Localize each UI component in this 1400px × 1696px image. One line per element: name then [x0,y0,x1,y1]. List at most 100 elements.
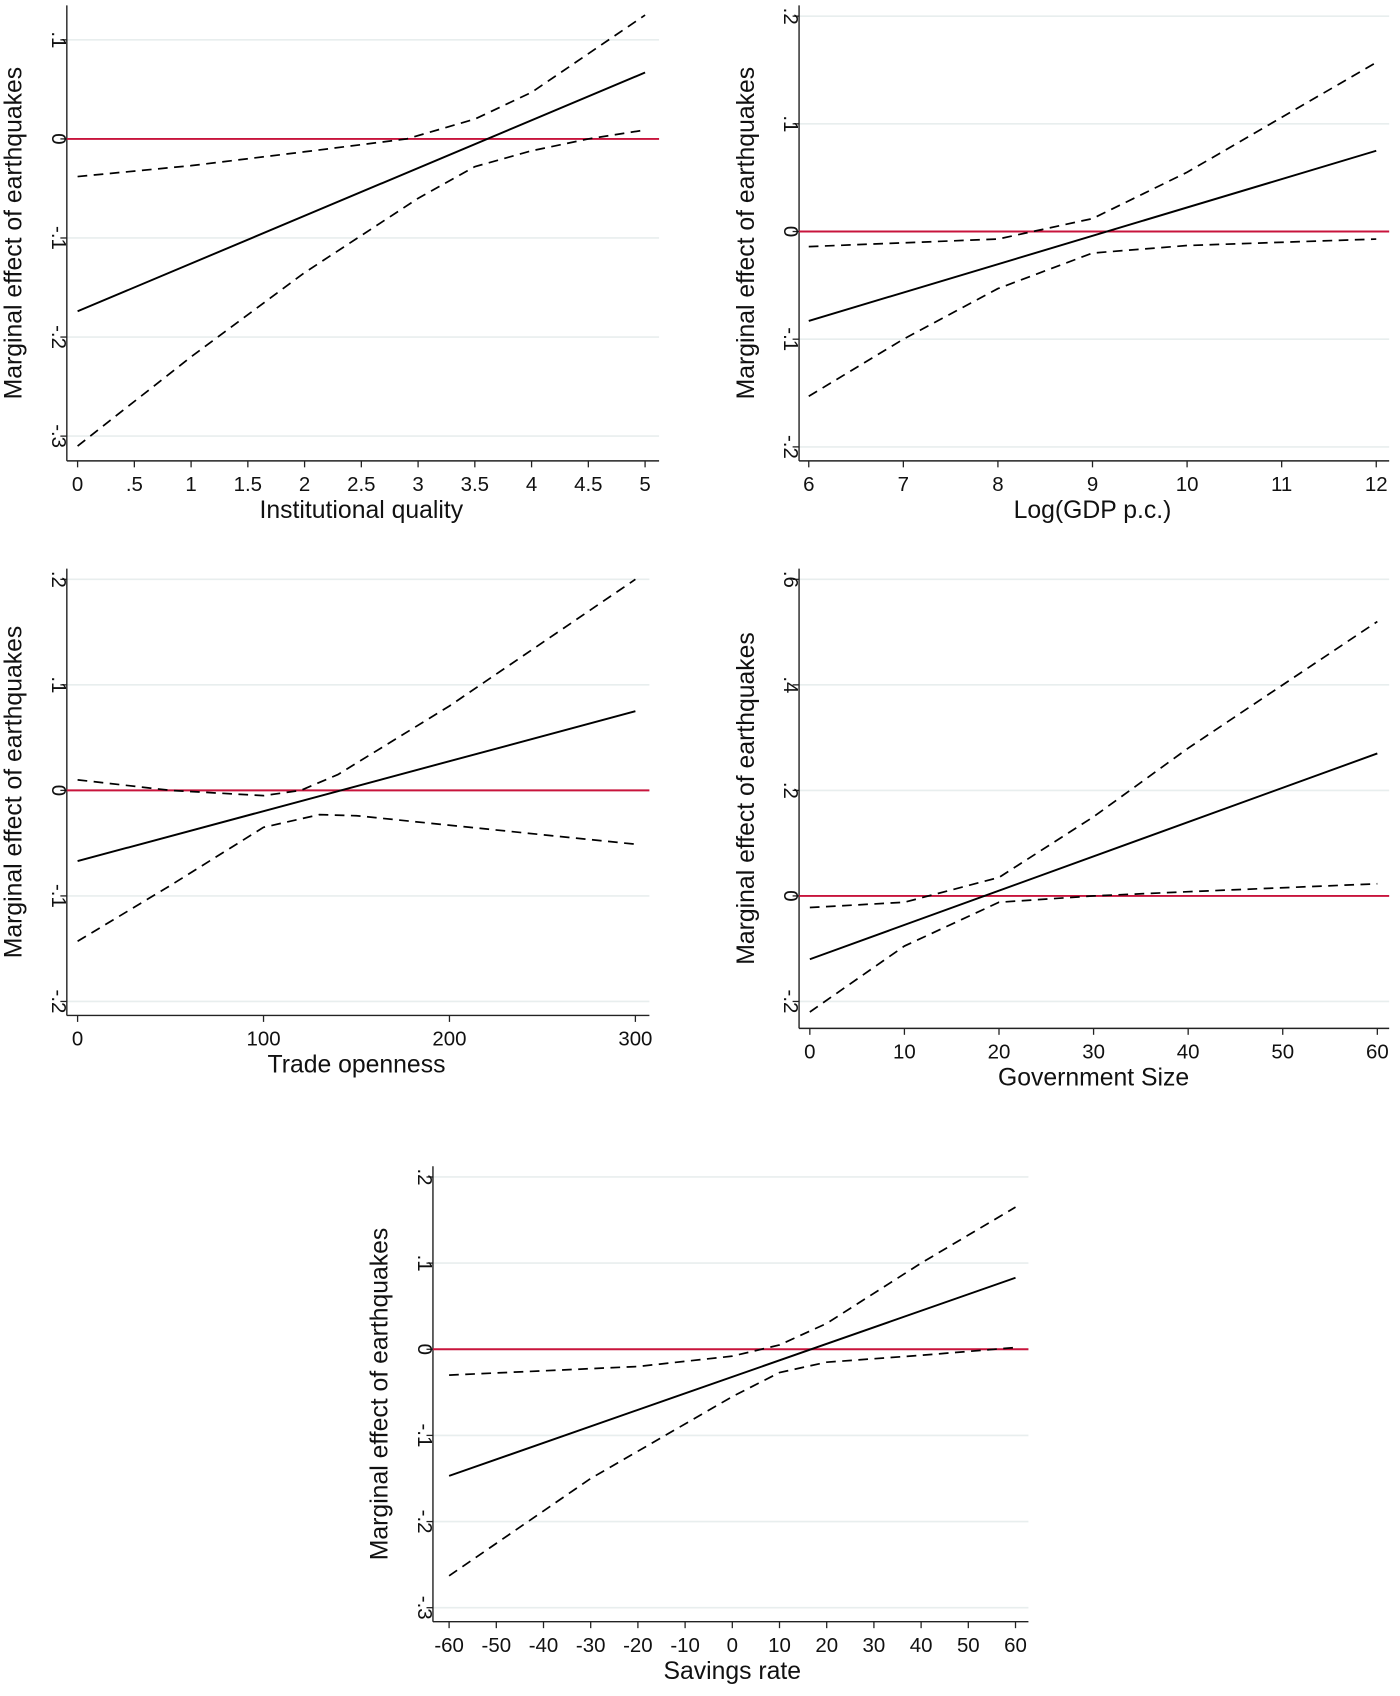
marginal-effect-line [808,149,1377,322]
x-tick-label: 100 [246,1028,280,1051]
y-tick-label: -.2 [47,325,70,349]
y-tick-label: .1 [779,115,802,132]
y-tick-label: -.1 [779,327,802,351]
y-tick-label: .2 [47,571,70,588]
x-tick-label: 9 [1087,473,1098,496]
lower-confidence-bound [808,238,1377,398]
upper-confidence-bound [77,578,636,797]
y-axis-label: Marginal effect of earthquakes [367,1228,394,1561]
y-tick-label: -.1 [47,884,70,908]
x-tick-label: 7 [898,473,909,496]
x-tick-label: 10 [768,1634,791,1657]
x-tick-label: 2 [299,473,310,496]
x-axis-label: Log(GDP p.c.) [1014,497,1172,524]
x-tick-label: 30 [1082,1041,1105,1064]
x-tick-label: 0 [727,1634,738,1657]
x-tick-label: 20 [815,1634,838,1657]
x-axis-label: Institutional quality [260,497,464,524]
x-tick-label: 2.5 [347,473,375,496]
x-tick-label: 200 [432,1028,466,1051]
x-tick-label: 50 [1271,1041,1294,1064]
x-tick-label: -30 [576,1634,606,1657]
x-tick-label: 10 [893,1041,916,1064]
x-axis-label: Trade openness [268,1052,446,1079]
x-tick-label: 60 [1004,1634,1027,1657]
y-tick-label: .2 [779,8,802,25]
x-tick-label: 40 [1177,1041,1200,1064]
y-tick-label: .1 [47,31,70,48]
y-tick-label: -.3 [413,1596,436,1620]
x-tick-label: -50 [482,1634,512,1657]
y-tick-label: -.2 [779,990,802,1014]
x-tick-label: 3 [412,473,423,496]
x-tick-label: -10 [670,1634,700,1657]
y-tick-label: .1 [413,1255,436,1272]
lower-confidence-bound [77,129,646,447]
y-axis-label: Marginal effect of earthquakes [1,67,28,400]
marginal-effect-line [809,752,1378,961]
y-tick-label: .4 [779,676,802,693]
panel-3: -.2 -.1 0 .1 .2 0 100 200 300 Trade openness Margi… [1,568,652,1079]
y-tick-label: -.3 [47,424,70,448]
x-tick-label: 1.5 [234,473,262,496]
x-tick-label: 0 [804,1041,815,1064]
x-tick-label: 0 [72,1028,83,1051]
x-tick-label: -60 [434,1634,464,1657]
x-tick-label: 12 [1365,473,1388,496]
y-tick-label: 0 [47,785,70,796]
x-tick-label: 40 [910,1634,933,1657]
y-tick-label: .2 [779,782,802,799]
x-tick-label: 10 [1176,473,1199,496]
lower-confidence-bound [809,882,1378,1013]
y-tick-label: -.1 [413,1423,436,1447]
upper-confidence-bound [449,1206,1016,1376]
y-tick-label: -.1 [47,226,70,250]
x-tick-label: 20 [988,1041,1011,1064]
lower-confidence-bound [77,813,636,943]
x-tick-label: 8 [992,473,1003,496]
x-tick-label: 300 [618,1028,652,1051]
x-tick-label: 3.5 [461,473,489,496]
x-tick-label: 6 [803,473,814,496]
x-tick-label: 5 [639,473,650,496]
marginal-effect-line [448,1276,1016,1477]
x-tick-label: 1 [185,473,196,496]
y-tick-label: 0 [779,890,802,901]
x-tick-label: .5 [126,473,143,496]
x-tick-label: 4.5 [574,473,602,496]
y-tick-label: .6 [779,571,802,588]
y-tick-label: .1 [47,676,70,693]
y-tick-label: 0 [413,1344,436,1355]
upper-confidence-bound [808,61,1377,248]
y-tick-label: -.2 [413,1510,436,1534]
upper-confidence-bound [809,620,1378,909]
x-tick-label: 60 [1366,1041,1389,1064]
y-tick-label: .2 [413,1168,436,1185]
x-tick-label: 50 [957,1634,980,1657]
y-axis-label: Marginal effect of earthquakes [1,626,28,959]
x-tick-label: -20 [623,1634,653,1657]
panel-4: -.2 0 .2 .4 .6 0 10 20 30 40 50 60 Government Size Ma… [733,568,1390,1091]
marginal-effect-line [77,71,646,313]
y-tick-label: -.2 [47,990,70,1014]
y-tick-label: 0 [779,226,802,237]
x-tick-label: 0 [72,473,83,496]
lower-confidence-bound [448,1346,1016,1577]
x-tick-label: -40 [529,1634,559,1657]
y-axis-label: Marginal effect of earthquakes [733,67,760,400]
panel-5: -.3 -.2 -.1 0 .1 .2 -60 -50 -40 -30 -20 -10 0 10 20 30 4… [367,1166,1029,1685]
x-tick-label: 11 [1271,473,1292,496]
x-tick-label: 4 [526,473,537,496]
y-axis-label: Marginal effect of earthquakes [733,632,760,965]
x-axis-label: Government Size [998,1064,1189,1091]
x-axis-label: Savings rate [664,1658,802,1685]
panel-1: -.3 -.2 -.1 0 .1 0 .5 1 1.5 2 2.5 3 3.5 4 4.5 5 Institut… [1,5,660,524]
x-tick-label: 30 [863,1634,886,1657]
panel-2: -.2 -.1 0 .1 .2 6 7 8 9 10 11 12 Log(GDP p.c.) Margin… [733,5,1390,524]
marginal-effect-line [77,710,636,863]
y-tick-label: 0 [47,133,70,144]
y-tick-label: -.2 [779,435,802,459]
upper-confidence-bound [77,14,646,178]
